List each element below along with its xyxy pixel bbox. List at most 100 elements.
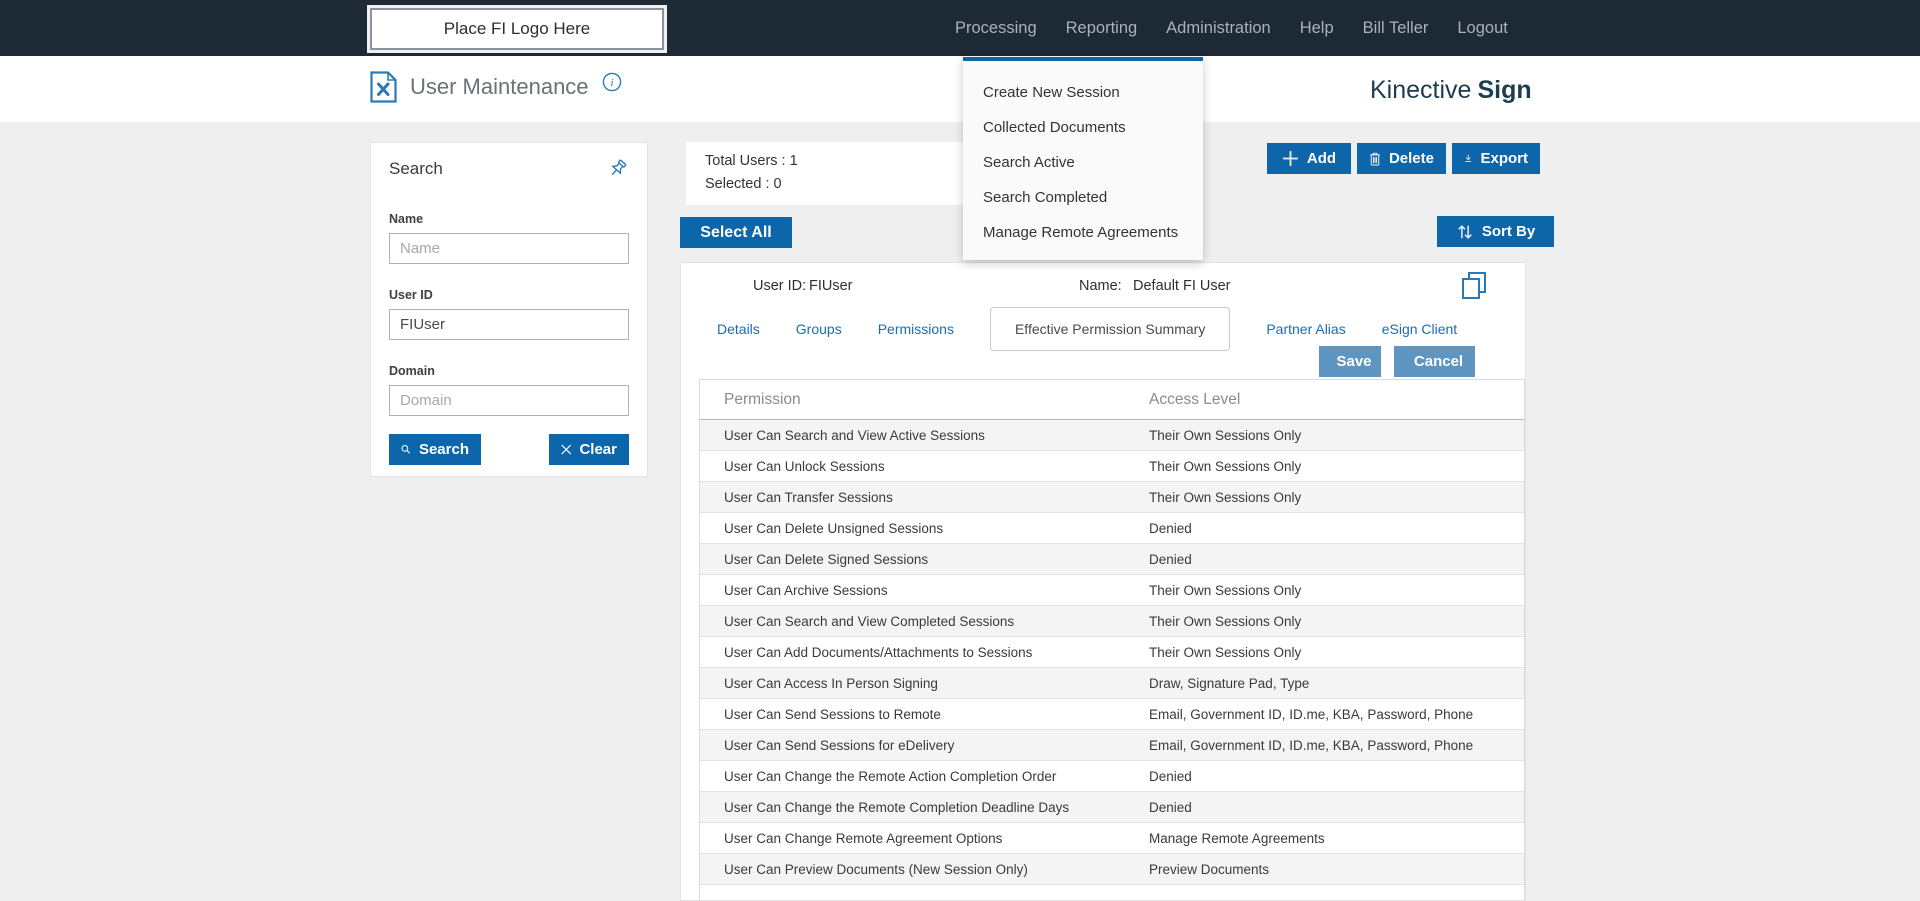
- processing-dropdown-menu: Create New Session Collected Documents S…: [963, 57, 1203, 260]
- access-level-cell: Denied: [1149, 551, 1192, 567]
- tab[interactable]: Partner Alias: [1266, 321, 1346, 337]
- trash-icon: [1370, 152, 1380, 166]
- download-icon: [1465, 154, 1472, 162]
- menu-item[interactable]: Create New Session: [983, 84, 1120, 101]
- menu-item[interactable]: Manage Remote Agreements: [983, 224, 1179, 241]
- permission-cell: User Can Unlock Sessions: [724, 458, 885, 474]
- brand-logo: Kinective Sign: [1370, 76, 1532, 105]
- page-title: User Maintenance: [410, 74, 589, 99]
- user-id-value: FIUser: [809, 278, 853, 294]
- table-row: User Can Change the Remote Completion De…: [700, 792, 1524, 823]
- permission-cell: User Can Add Documents/Attachments to Se…: [724, 644, 1033, 660]
- table-row: User Can Search and View Active Sessions…: [700, 420, 1524, 451]
- user-card-tabs: Details Groups Permissions Effective Per…: [717, 289, 1457, 369]
- access-level-cell: Their Own Sessions Only: [1149, 644, 1302, 660]
- add-button[interactable]: Add: [1267, 143, 1351, 174]
- sort-arrows-icon: [1457, 224, 1472, 239]
- user-maintenance-icon: [370, 71, 397, 103]
- search-panel: Search Name User ID Domain Search: [370, 142, 648, 477]
- table-row: User Can Delete Signed Sessions Denied: [700, 544, 1524, 575]
- permission-cell: User Can Change Remote Agreement Options: [724, 830, 1003, 846]
- table-row: User Can Send Sessions to Remote Email, …: [700, 699, 1524, 730]
- nav-item[interactable]: Bill Teller: [1362, 18, 1429, 37]
- access-level-cell: Their Own Sessions Only: [1149, 458, 1302, 474]
- permission-cell: User Can Delete Unsigned Sessions: [724, 520, 944, 536]
- fi-logo-placeholder: Place FI Logo Here: [370, 8, 664, 50]
- tab[interactable]: eSign Client: [1381, 321, 1458, 337]
- sort-by-button[interactable]: Sort By: [1437, 216, 1554, 247]
- permission-cell: User Can Change the Remote Action Comple…: [724, 768, 1057, 784]
- permission-cell: User Can Search and View Completed Sessi…: [724, 613, 1015, 629]
- name-label: Name:: [1079, 278, 1122, 294]
- tab[interactable]: Effective Permission Summary: [989, 307, 1231, 351]
- delete-button[interactable]: Delete: [1357, 143, 1446, 174]
- menu-item[interactable]: Search Active: [983, 154, 1075, 171]
- table-row: User Can Unlock Sessions Their Own Sessi…: [700, 451, 1524, 482]
- nav-item[interactable]: Reporting: [1065, 18, 1138, 37]
- search-button[interactable]: Search: [389, 434, 481, 465]
- copy-icon[interactable]: [1459, 270, 1489, 300]
- access-level-cell: Email, Government ID, ID.me, KBA, Passwo…: [1149, 737, 1474, 753]
- table-body: User Can Search and View Active Sessions…: [700, 420, 1524, 885]
- domain-input[interactable]: [389, 385, 629, 416]
- domain-field-label: Domain: [389, 364, 435, 378]
- access-level-cell: Denied: [1149, 768, 1192, 784]
- table-header: Permission Access Level: [700, 380, 1524, 420]
- fi-logo-text: Place FI Logo Here: [443, 19, 591, 38]
- permission-cell: User Can Transfer Sessions: [724, 489, 893, 505]
- access-level-cell: Their Own Sessions Only: [1149, 613, 1302, 629]
- user-id-input[interactable]: [389, 309, 629, 340]
- permission-cell: User Can Send Sessions for eDelivery: [724, 737, 955, 753]
- pin-icon[interactable]: [607, 159, 629, 181]
- brand-name: Kinective: [1370, 76, 1472, 104]
- table-row: User Can Send Sessions for eDelivery Ema…: [700, 730, 1524, 761]
- nav-item[interactable]: Help: [1299, 18, 1334, 37]
- permission-cell: User Can Search and View Active Sessions: [724, 427, 985, 443]
- menu-item[interactable]: Search Completed: [983, 189, 1108, 206]
- permission-cell: User Can Delete Signed Sessions: [724, 551, 929, 567]
- tab[interactable]: Groups: [795, 321, 842, 337]
- nav-item[interactable]: Logout: [1457, 18, 1508, 37]
- table-row: User Can Change the Remote Action Comple…: [700, 761, 1524, 792]
- cancel-button[interactable]: Cancel: [1394, 346, 1475, 377]
- access-level-cell: Their Own Sessions Only: [1149, 427, 1302, 443]
- table-row: User Can Transfer Sessions Their Own Ses…: [700, 482, 1524, 513]
- plus-icon: [1282, 151, 1298, 166]
- total-users-text: Total Users : 1: [705, 153, 798, 169]
- access-level-cell: Denied: [1149, 799, 1192, 815]
- column-permission: Permission: [724, 390, 801, 408]
- table-row: User Can Delete Unsigned Sessions Denied: [700, 513, 1524, 544]
- access-level-cell: Draw, Signature Pad, Type: [1149, 675, 1310, 691]
- tab[interactable]: Details: [717, 321, 760, 337]
- top-navigation: Processing Reporting Administration Help…: [955, 0, 1508, 56]
- selected-text: Selected : 0: [705, 176, 782, 192]
- table-row: User Can Access In Person Signing Draw, …: [700, 668, 1524, 699]
- user-detail-card: User ID: FIUser Name: Default FI User De…: [680, 262, 1526, 901]
- save-button[interactable]: Save: [1319, 346, 1381, 377]
- nav-item[interactable]: Processing: [955, 18, 1037, 37]
- access-level-cell: Denied: [1149, 520, 1192, 536]
- access-level-cell: Their Own Sessions Only: [1149, 489, 1302, 505]
- name-value: Default FI User: [1133, 278, 1231, 294]
- column-access-level: Access Level: [1149, 390, 1241, 408]
- name-input[interactable]: [389, 233, 629, 264]
- access-level-cell: Their Own Sessions Only: [1149, 582, 1302, 598]
- permission-cell: User Can Preview Documents (New Session …: [724, 861, 1028, 877]
- select-all-button[interactable]: Select All: [680, 217, 792, 248]
- clear-button[interactable]: Clear: [549, 434, 629, 465]
- table-row: User Can Search and View Completed Sessi…: [700, 606, 1524, 637]
- tab[interactable]: Permissions: [877, 321, 954, 337]
- page-title-group: User Maintenance i: [370, 71, 622, 103]
- name-field-label: Name: [389, 212, 424, 226]
- access-level-cell: Email, Government ID, ID.me, KBA, Passwo…: [1149, 706, 1474, 722]
- permission-cell: User Can Access In Person Signing: [724, 675, 938, 691]
- menu-item[interactable]: Collected Documents: [983, 119, 1126, 136]
- export-button[interactable]: Export: [1452, 143, 1540, 174]
- table-row: User Can Archive Sessions Their Own Sess…: [700, 575, 1524, 606]
- effective-permissions-table: Permission Access Level User Can Search …: [699, 379, 1525, 900]
- topbar: Place FI Logo Here Processing Reporting …: [0, 0, 1920, 56]
- user-id-field-label: User ID: [389, 288, 433, 302]
- nav-item[interactable]: Administration: [1166, 18, 1271, 37]
- table-row: User Can Add Documents/Attachments to Se…: [700, 637, 1524, 668]
- info-icon[interactable]: i: [602, 72, 622, 92]
